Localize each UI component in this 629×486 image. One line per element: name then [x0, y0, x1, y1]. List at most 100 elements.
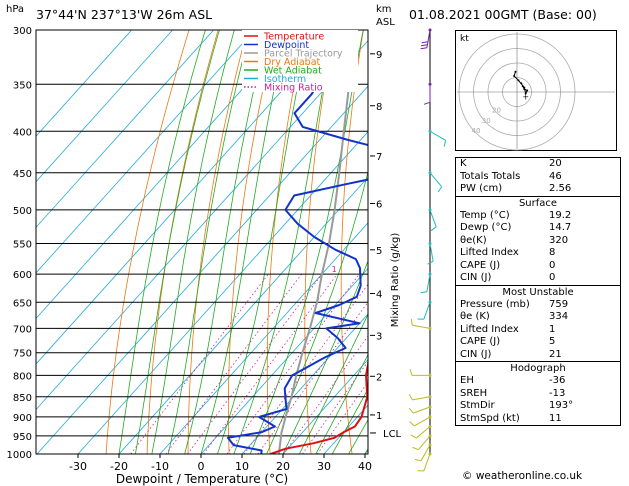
km-tick-label: 6	[376, 200, 382, 211]
isotherm-line	[36, 30, 173, 183]
km-tick-label: 2	[376, 372, 382, 383]
isotherm-line	[241, 313, 368, 454]
pw-row: PW (cm) 2.56	[456, 183, 620, 196]
surface-cin-value: 0	[549, 272, 556, 283]
surface-temp-label: Temp (°C)	[460, 209, 510, 221]
hodograph-point	[526, 89, 529, 92]
wind-barb	[426, 29, 431, 48]
station-location: 37°44'N 237°13'W 26m ASL	[36, 7, 213, 22]
wind-barb	[412, 324, 431, 329]
hodograph-point	[513, 75, 516, 77]
mu-cape-value: 5	[549, 336, 556, 347]
wet-adiabat-line	[151, 30, 235, 454]
isotherm-line	[36, 30, 337, 365]
temperature-line	[270, 358, 368, 454]
isotherm-line	[36, 85, 368, 454]
isotherm-line	[159, 222, 368, 454]
wind-barb-flag	[420, 291, 427, 294]
legend-label: Dry Adiabat	[264, 57, 321, 68]
wet-adiabat-line	[200, 30, 288, 454]
k-index-label: K	[460, 158, 467, 169]
isotherm-line	[36, 30, 296, 320]
km-tick-label: 5	[376, 246, 382, 257]
mu-thetae-value: 334	[549, 311, 569, 322]
hodograph-point	[523, 86, 526, 89]
wind-level-dot	[428, 82, 432, 86]
asl-label: ASL	[376, 17, 395, 28]
surface-cin-label: CIN (J)	[460, 272, 492, 283]
wind-barb	[412, 406, 431, 414]
isotherm-line	[77, 131, 368, 454]
mu-li-value: 1	[549, 323, 556, 335]
hodograph-ring-label: 20	[492, 107, 501, 115]
stmdir-label: StmDir	[460, 400, 495, 411]
hodo-row: EH -36	[456, 375, 620, 388]
hodograph-point	[520, 82, 523, 85]
sreh-label: SREH	[460, 387, 488, 399]
surface-li-label: Lifted Index	[460, 247, 519, 258]
surface-row: θe(K) 320	[456, 235, 620, 248]
mixing-ratio-label: 6	[430, 265, 435, 274]
mixing-ratio-label: 1	[332, 265, 337, 274]
mu-pressure-value: 759	[549, 298, 569, 310]
wind-barb-flag	[443, 140, 447, 147]
unstable-row: Lifted Index 1	[456, 324, 620, 337]
wind-barb-flag	[412, 446, 419, 451]
mixing-ratio-line	[243, 283, 368, 454]
legend-label: Dewpoint	[264, 40, 309, 51]
legend-label: Parcel Trajectory	[264, 49, 343, 60]
pressure-tick-label: 450	[13, 169, 32, 180]
dry-adiabat-line	[340, 30, 364, 454]
mu-thetae-label: θe (K)	[460, 311, 490, 322]
pressure-tick-label: 950	[13, 432, 32, 443]
wind-barb	[412, 396, 431, 401]
pressure-tick-label: 650	[13, 298, 32, 309]
mixing-ratio-label: 2	[369, 265, 374, 274]
surface-row: Temp (°C) 19.2	[456, 210, 620, 223]
wind-barb-flag	[421, 44, 428, 47]
surface-row: Dewp (°C) 14.7	[456, 222, 620, 235]
pressure-tick-label: 500	[13, 206, 32, 217]
wind-level-dot	[428, 272, 432, 276]
km-tick-label: 4	[376, 290, 382, 301]
mixing-ratio-line	[226, 273, 360, 454]
dry-adiabat-line	[625, 30, 629, 454]
pressure-axis-unit: hPa	[6, 4, 24, 15]
wind-level-dot	[428, 129, 432, 133]
mixing-ratio-line	[130, 273, 269, 454]
temperature-tick-label: -30	[69, 460, 87, 473]
surface-row: Lifted Index 8	[456, 247, 620, 260]
pressure-tick-label: 900	[13, 413, 32, 424]
temperature-tick-label: 20	[276, 460, 290, 473]
temperature-tick-label: -20	[110, 460, 128, 473]
surface-cape-value: 0	[549, 259, 556, 271]
sounding-datetime: 01.08.2021 00GMT (Base: 00)	[409, 7, 597, 22]
wind-barb-flag	[420, 47, 427, 50]
temperature-tick-label: 10	[235, 460, 249, 473]
wind-level-dot	[428, 300, 432, 304]
surface-temp-value: 19.2	[549, 209, 572, 221]
surface-thetae-value: 320	[549, 234, 569, 246]
surface-title: Surface	[518, 197, 558, 209]
dry-adiabat-line	[146, 30, 219, 454]
surface-cape-label: CAPE (J)	[460, 259, 501, 271]
hodograph-title: Hodograph	[510, 363, 566, 374]
unstable-row: θe (K) 334	[456, 311, 620, 324]
eh-label: EH	[460, 375, 474, 386]
wind-barb-flag	[437, 186, 443, 193]
wind-level-dot	[428, 425, 432, 429]
wind-barb-flag	[410, 318, 413, 326]
parcel-trajectory-line	[277, 30, 359, 454]
wind-barb	[429, 209, 437, 227]
wind-level-dot	[428, 415, 432, 419]
k-index-row: K 20	[456, 158, 620, 171]
pressure-tick-label: 700	[13, 324, 32, 335]
hodo-row: StmDir 193°	[456, 400, 620, 413]
surface-thetae-label: θe(K)	[460, 234, 487, 246]
wind-level-dot	[428, 208, 432, 212]
hodograph-unit-label: kt	[460, 34, 469, 44]
wind-level-dot	[428, 373, 432, 377]
pressure-tick-label: 400	[13, 127, 32, 138]
